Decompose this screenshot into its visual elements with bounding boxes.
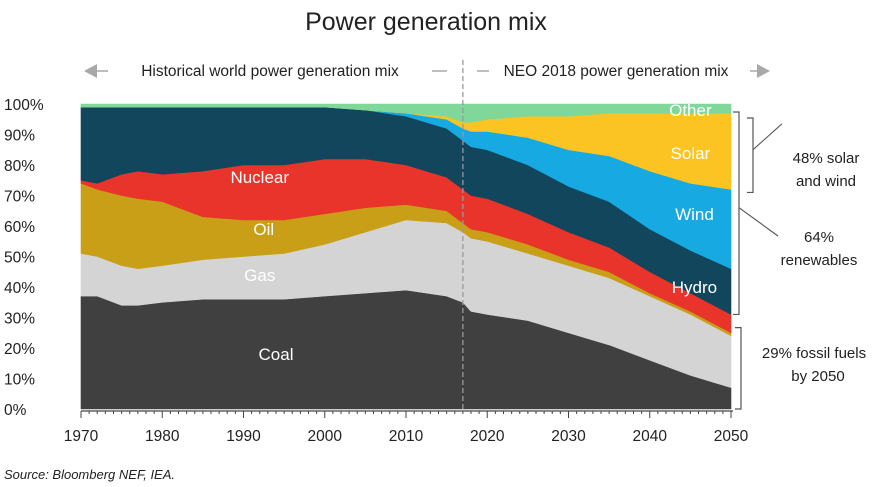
right-arrow-icon: [757, 64, 770, 78]
band-label-other: Other: [669, 101, 712, 120]
y-tick-label: 0%: [4, 402, 27, 419]
band-label-hydro: Hydro: [672, 278, 717, 297]
band-label-oil: Oil: [253, 220, 274, 239]
y-axis: 0% 10% 20% 30% 40% 50% 60% 70% 80% 90% 100%: [4, 97, 44, 419]
annotation-fossil-line2: by 2050: [791, 368, 844, 385]
y-tick-label: 70%: [4, 189, 35, 206]
band-label-coal: Coal: [259, 345, 294, 364]
annotation-renewables-line2: renewables: [781, 252, 858, 269]
annotation-solar-wind-line1: 48% solar: [793, 150, 860, 167]
annotation-solar-wind-line2: and wind: [796, 173, 856, 190]
section-header: Historical world power generation mix NEO…: [84, 63, 770, 80]
y-tick-label: 50%: [4, 250, 35, 267]
historical-section-label: Historical world power generation mix: [141, 63, 399, 80]
x-tick-label: 2020: [470, 428, 505, 445]
area-series-group: [80, 103, 732, 410]
x-tick-label: 2030: [551, 428, 586, 445]
y-tick-label: 20%: [4, 341, 35, 358]
chart-title: Power generation mix: [305, 8, 547, 36]
leader-solar-wind: [752, 123, 783, 151]
y-tick-label: 60%: [4, 219, 35, 236]
area-other: [80, 103, 732, 123]
x-tick-label: 2050: [714, 428, 749, 445]
bracket-renewables: [733, 111, 740, 316]
bracket-fossil: [735, 327, 742, 410]
y-tick-label: 90%: [4, 128, 35, 145]
y-tick-label: 30%: [4, 311, 35, 328]
band-label-solar: Solar: [671, 144, 711, 163]
annotations: 48% solar and wind 64% renewables 29% fossil…: [733, 111, 866, 410]
band-labels: Coal Gas Oil Nuclear Hydro Wind Solar Other: [230, 101, 717, 364]
x-tick-label: 2000: [308, 428, 343, 445]
band-label-gas: Gas: [244, 266, 275, 285]
annotation-fossil-line1: 29% fossil fuels: [762, 345, 866, 362]
x-tick-label: 2040: [633, 428, 668, 445]
y-tick-label: 80%: [4, 158, 35, 175]
band-label-nuclear: Nuclear: [230, 168, 289, 187]
x-tick-label: 1980: [145, 428, 180, 445]
y-tick-label: 40%: [4, 280, 35, 297]
annotation-renewables-line1: 64%: [804, 229, 834, 246]
bracket-solar-wind: [747, 117, 754, 194]
x-axis: 1970 1980 1990 2000 2010 2020 2030 2040 2050: [64, 410, 749, 445]
forecast-section-label: NEO 2018 power generation mix: [504, 63, 729, 80]
y-tick-label: 10%: [4, 372, 35, 389]
x-tick-label: 1970: [64, 428, 99, 445]
leader-renewables: [738, 207, 779, 237]
source-note: Source: Bloomberg NEF, IEA.: [4, 467, 175, 482]
x-tick-label: 1990: [226, 428, 261, 445]
band-label-wind: Wind: [675, 205, 714, 224]
left-arrow-icon: [84, 64, 97, 78]
y-tick-label: 100%: [4, 97, 44, 114]
x-tick-label: 2010: [389, 428, 424, 445]
